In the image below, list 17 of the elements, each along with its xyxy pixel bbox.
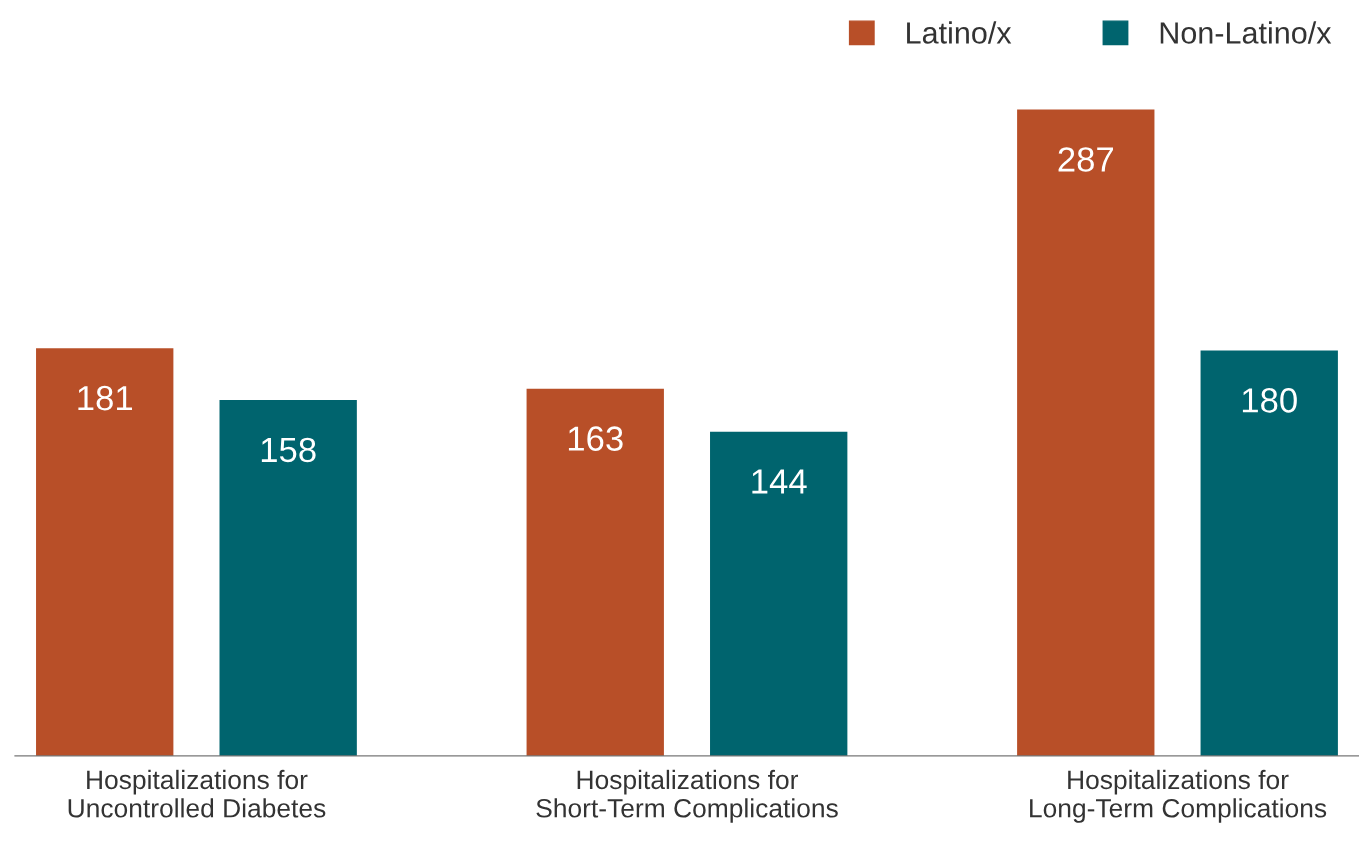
x-tick-label: Hospitalizations for Short-Term Complications xyxy=(536,769,838,823)
bar xyxy=(36,348,174,756)
x-tick-label: Hospitalizations for Uncontrolled Diabetes xyxy=(68,769,326,818)
bar xyxy=(219,400,357,756)
bar xyxy=(710,431,848,756)
x-tick-label: Hospitalizations for Long-Term Complications xyxy=(1030,769,1327,823)
bar xyxy=(1200,350,1338,756)
data-label: 158 xyxy=(261,437,316,463)
legend-label: Non-Latino/x xyxy=(1160,21,1332,44)
data-label: 144 xyxy=(752,469,807,494)
data-label: 287 xyxy=(1058,147,1113,172)
legend-label: Latino/x xyxy=(907,21,1012,44)
data-label: 180 xyxy=(1242,388,1297,413)
data-label: 163 xyxy=(568,426,623,451)
data-label: 181 xyxy=(78,385,132,411)
bar xyxy=(526,388,664,756)
bar xyxy=(1017,109,1155,756)
